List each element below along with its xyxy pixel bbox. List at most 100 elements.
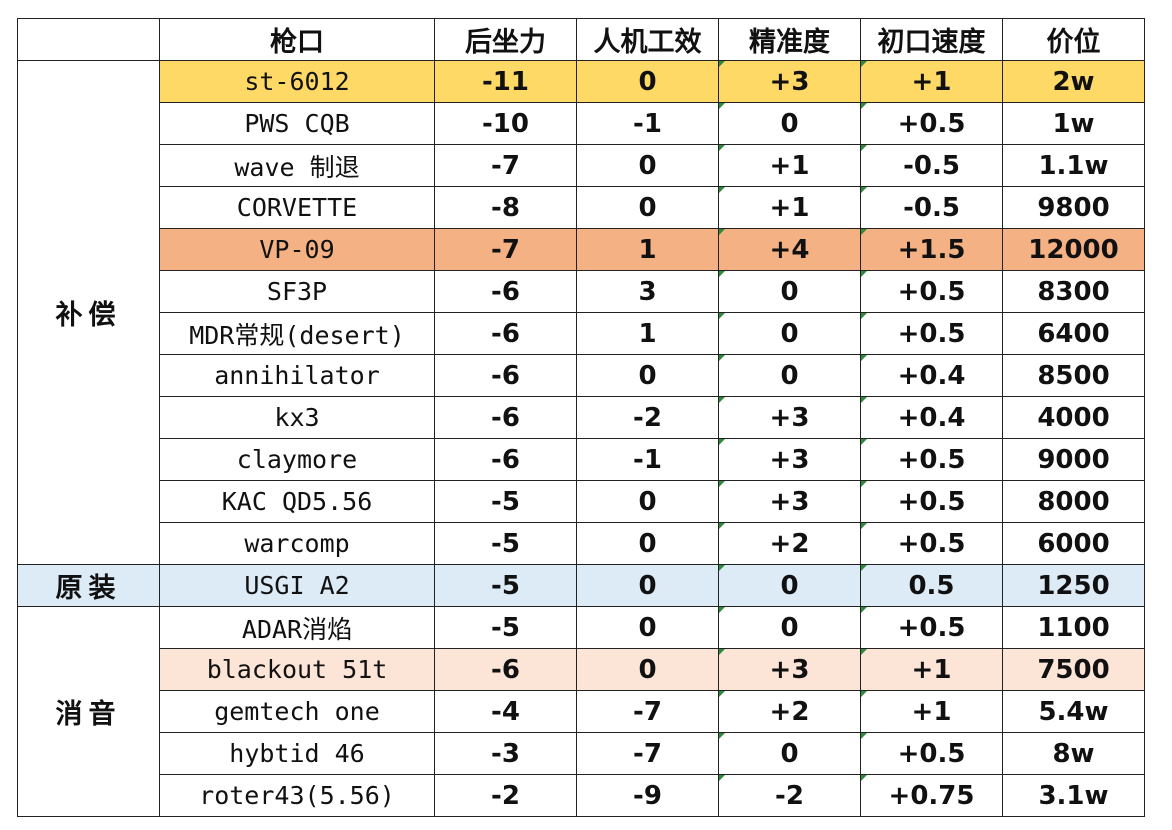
accuracy-value: 0 [718,354,861,397]
table-row: kx3 -6 -2 +3 +0.4 4000 [18,396,1145,439]
muzzle-name: USGI A2 [159,564,435,607]
accuracy-value: 0 [718,312,861,355]
price-value: 5.4w [1002,690,1145,733]
accuracy-value: 0 [718,270,861,313]
accuracy-value: -2 [718,774,861,817]
velocity-value: +0.5 [860,102,1003,145]
table-row: 补偿 st-6012 -11 0 +3 +1 2w [17,60,1145,565]
accuracy-value: +3 [718,396,861,439]
muzzle-name: ADAR消焰 [159,606,435,649]
muzzle-name: hybtid 46 [159,732,435,775]
accuracy-value: 0 [718,102,861,145]
recoil-value: -6 [434,648,577,691]
table-row: hybtid 46 -3 -7 0 +0.5 8w [18,732,1145,775]
velocity-value: +1 [860,690,1003,733]
ergonomics-value: -7 [576,732,719,775]
velocity-value: -0.5 [860,144,1003,187]
velocity-value: +0.5 [860,270,1003,313]
accuracy-value: 0 [718,606,861,649]
price-value: 8w [1002,732,1145,775]
muzzle-name: kx3 [159,396,435,439]
velocity-value: +0.5 [860,732,1003,775]
ergonomics-value: 1 [576,312,719,355]
header-accuracy: 精准度 [718,18,861,61]
velocity-value: +0.5 [860,438,1003,481]
velocity-value: +1 [860,648,1003,691]
velocity-value: +0.75 [860,774,1003,817]
muzzle-name: blackout 51t [159,648,435,691]
recoil-value: -7 [434,228,577,271]
recoil-value: -4 [434,690,577,733]
table-row: claymore -6 -1 +3 +0.5 9000 [18,438,1145,481]
ergonomics-value: 0 [576,522,719,565]
velocity-value: +0.5 [860,522,1003,565]
velocity-value: +0.5 [860,480,1003,523]
accuracy-value: +1 [718,144,861,187]
ergonomics-value: -9 [576,774,719,817]
category-stock: 原装 [17,564,160,607]
muzzle-name: roter43(5.56) [159,774,435,817]
velocity-value: -0.5 [860,186,1003,229]
ergonomics-value: -1 [576,102,719,145]
recoil-value: -8 [434,186,577,229]
accuracy-value: 0 [718,564,861,607]
table-row: blackout 51t -6 0 +3 +1 7500 [18,648,1145,691]
ergonomics-value: -2 [576,396,719,439]
accuracy-value: 0 [718,732,861,775]
velocity-value: +0.4 [860,396,1003,439]
velocity-value: +1.5 [860,228,1003,271]
header-muzzle: 枪口 [159,18,435,61]
recoil-value: -6 [434,270,577,313]
recoil-value: -6 [434,354,577,397]
header-price: 价位 [1002,18,1145,61]
price-value: 8000 [1002,480,1145,523]
ergonomics-value: 1 [576,228,719,271]
recoil-value: -5 [434,480,577,523]
muzzle-name: annihilator [159,354,435,397]
price-value: 2w [1002,60,1145,103]
price-value: 6400 [1002,312,1145,355]
table-row: 消音 ADAR消焰 -5 0 0 +0.5 1100 [17,606,1145,817]
muzzle-name: SF3P [159,270,435,313]
velocity-value: +0.5 [860,606,1003,649]
ergonomics-value: 0 [576,564,719,607]
price-value: 1100 [1002,606,1145,649]
muzzle-name: CORVETTE [159,186,435,229]
recoil-value: -6 [434,396,577,439]
muzzle-name: gemtech one [159,690,435,733]
recoil-value: -2 [434,774,577,817]
muzzle-comparison-table: 枪口 后坐力 人机工效 精准度 初口速度 价位 补偿 st-6012 -11 0 +3 +… [17,18,1145,817]
table-row: annihilator -6 0 0 +0.4 8500 [18,354,1145,397]
table-row: PWS CQB -10 -1 0 +0.5 1w [18,102,1145,145]
accuracy-value: +1 [718,186,861,229]
muzzle-name: claymore [159,438,435,481]
muzzle-name: st-6012 [159,60,435,103]
accuracy-value: +2 [718,690,861,733]
velocity-value: +0.5 [860,312,1003,355]
accuracy-value: +3 [718,480,861,523]
muzzle-name: wave 制退 [159,144,435,187]
price-value: 1250 [1002,564,1145,607]
muzzle-name: KAC QD5.56 [159,480,435,523]
price-value: 8500 [1002,354,1145,397]
price-value: 4000 [1002,396,1145,439]
ergonomics-value: 0 [576,606,719,649]
accuracy-value: +3 [718,438,861,481]
accuracy-value: +3 [718,648,861,691]
price-value: 1.1w [1002,144,1145,187]
velocity-value: 0.5 [860,564,1003,607]
accuracy-value: +3 [718,60,861,103]
price-value: 3.1w [1002,774,1145,817]
price-value: 6000 [1002,522,1145,565]
ergonomics-value: -1 [576,438,719,481]
ergonomics-value: 3 [576,270,719,313]
ergonomics-value: -7 [576,690,719,733]
ergonomics-value: 0 [576,480,719,523]
header-category [17,18,160,61]
price-value: 9800 [1002,186,1145,229]
table-row: warcomp -5 0 +2 +0.5 6000 [18,522,1145,565]
recoil-value: -7 [434,144,577,187]
ergonomics-value: 0 [576,144,719,187]
table-row: MDR常规(desert) -6 1 0 +0.5 6400 [18,312,1145,355]
table-row: 原装 USGI A2 -5 0 0 0.5 1250 [17,564,1145,607]
